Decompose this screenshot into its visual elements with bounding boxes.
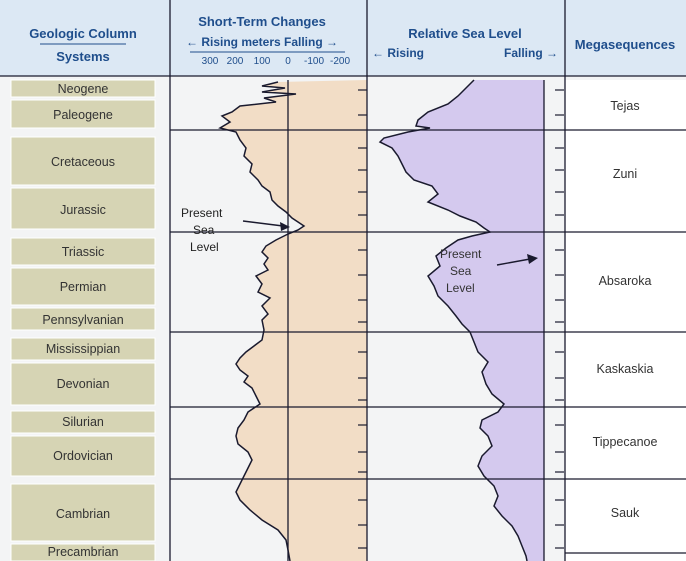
system-label: Silurian xyxy=(62,415,104,429)
megasequences-title: Megasequences xyxy=(575,37,675,52)
relative-falling-label: Falling → xyxy=(504,46,558,60)
system-cell xyxy=(10,136,156,186)
scale-tick-label: -100 xyxy=(304,56,324,67)
annotation-text: Sea xyxy=(450,264,472,278)
system-cell xyxy=(10,410,156,434)
short-term-title: Short-Term Changes xyxy=(198,14,326,29)
megasequence-labels: Tejas Zuni Absaroka Kaskaskia Tippecanoe… xyxy=(593,99,658,520)
megasequence-label: Absaroka xyxy=(599,274,652,288)
short-term-tick-marks xyxy=(358,89,367,549)
system-cell xyxy=(10,543,156,561)
megasequence-label: Zuni xyxy=(613,167,637,181)
relative-tick-marks xyxy=(555,89,564,549)
annotation-text: Level xyxy=(446,281,475,295)
annotation-text: Present xyxy=(440,247,482,261)
annotation-text: Sea xyxy=(193,223,215,237)
arrow-head-icon xyxy=(527,254,538,264)
short-term-subtitle: ← Rising meters Falling → xyxy=(186,35,338,49)
system-label: Neogene xyxy=(58,82,109,96)
relative-sea-level-curve xyxy=(378,79,528,561)
annotation-text: Present xyxy=(181,206,223,220)
system-cell xyxy=(10,307,156,331)
system-label: Cretaceous xyxy=(51,155,115,169)
scale-tick-label: 100 xyxy=(254,56,271,67)
system-label: Mississippian xyxy=(46,342,120,356)
system-cell xyxy=(10,237,156,266)
system-cell xyxy=(10,337,156,361)
system-label: Paleogene xyxy=(53,108,113,122)
system-cell xyxy=(10,435,156,477)
scale-tick-label: 200 xyxy=(227,56,244,67)
system-labels: Neogene Paleogene Cretaceous Jurassic Tr… xyxy=(42,82,123,559)
column-title: Geologic Column xyxy=(29,26,137,41)
relative-purple-area xyxy=(380,80,544,561)
system-label: Permian xyxy=(60,280,107,294)
system-label: Cambrian xyxy=(56,507,110,521)
megasequence-boundaries xyxy=(170,129,686,554)
arrow-line xyxy=(242,220,284,227)
megasequence-label: Sauk xyxy=(611,506,640,520)
system-label: Devonian xyxy=(57,377,110,391)
arrow-line xyxy=(496,258,531,266)
system-cell xyxy=(10,483,156,542)
megasequence-label: Tejas xyxy=(610,99,639,113)
scale-ticks: 300 200 100 0 -100 -200 xyxy=(190,51,350,67)
system-cells xyxy=(10,79,156,561)
relative-sea-level-title: Relative Sea Level xyxy=(408,26,521,41)
scale-tick-label: -200 xyxy=(330,56,350,67)
scale-tick-label: 300 xyxy=(202,56,219,67)
system-label: Pennsylvanian xyxy=(42,313,123,327)
short-term-tan-area xyxy=(220,80,367,561)
system-label: Ordovician xyxy=(53,449,113,463)
system-cell xyxy=(10,79,156,98)
header-background xyxy=(0,0,686,76)
present-sea-level-annotation-right: Present Sea Level xyxy=(440,247,538,295)
system-cell xyxy=(10,267,156,306)
annotation-text: Level xyxy=(190,240,219,254)
present-sea-level-annotation-left: Present Sea Level xyxy=(181,206,290,254)
system-label: Triassic xyxy=(62,245,105,259)
arrow-head-icon xyxy=(280,222,290,231)
relative-rising-label: ← Rising xyxy=(372,46,424,60)
system-label: Jurassic xyxy=(60,203,106,217)
system-cell xyxy=(10,99,156,129)
scale-tick-label: 0 xyxy=(285,56,291,67)
system-cell xyxy=(10,362,156,406)
megasequence-label: Tippecanoe xyxy=(593,435,658,449)
megasequence-column xyxy=(565,80,686,561)
short-term-sea-level-curve xyxy=(218,81,306,561)
system-cell xyxy=(10,187,156,230)
column-subtitle: Systems xyxy=(56,49,109,64)
megasequence-label: Kaskaskia xyxy=(597,362,654,376)
system-label: Precambrian xyxy=(48,545,119,559)
